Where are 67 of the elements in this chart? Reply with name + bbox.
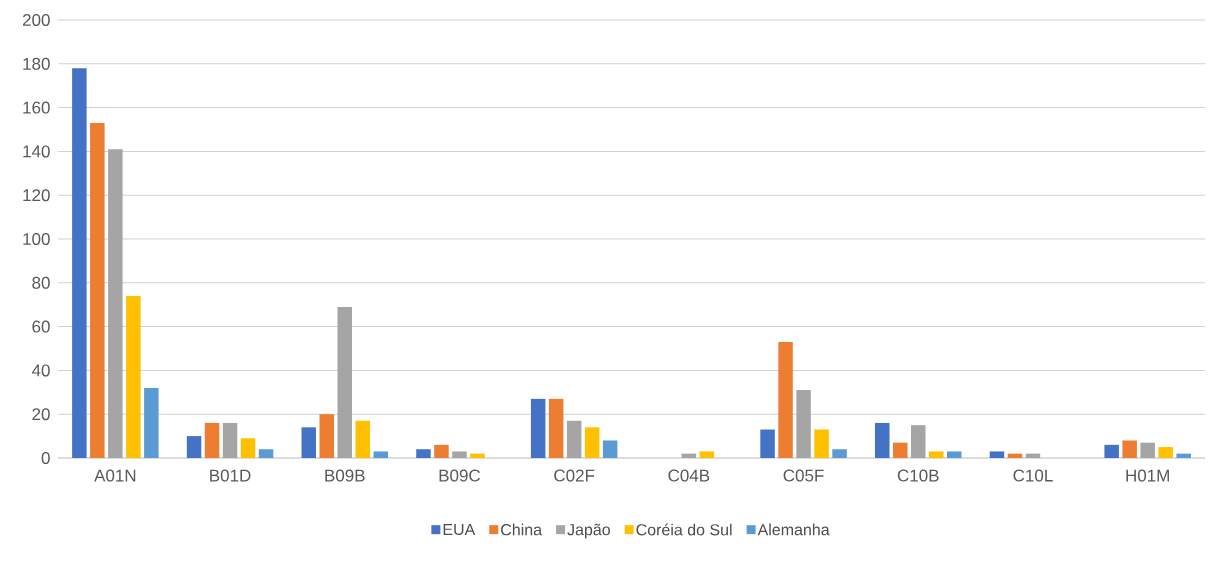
bar: [222, 422, 238, 458]
legend-label: EUA: [443, 523, 476, 536]
bar: [602, 440, 618, 458]
bar: [1104, 444, 1119, 458]
y-tick-label: 180: [23, 57, 50, 70]
bar: [1176, 453, 1191, 458]
bar: [1122, 440, 1137, 458]
bar: [566, 420, 582, 458]
x-tick-label: C02F: [554, 469, 595, 482]
bar: [814, 429, 829, 458]
bar: [893, 442, 908, 458]
bar: [186, 436, 202, 458]
legend-label: China: [501, 523, 543, 536]
bar: [470, 453, 485, 458]
x-tick-label: C04B: [668, 469, 710, 482]
bar: [832, 449, 847, 458]
bar: [947, 451, 962, 458]
legend-label: Japão: [567, 523, 610, 539]
bar: [258, 449, 274, 458]
x-tick-label: A01N: [94, 469, 136, 482]
bar: [530, 398, 546, 458]
y-tick-label: 140: [23, 145, 50, 158]
y-tick-label: 100: [23, 232, 50, 246]
bar: [796, 390, 811, 458]
y-tick-label: 20: [32, 408, 50, 421]
y-tick-label: 160: [23, 101, 50, 114]
bar: [929, 451, 944, 458]
bar: [875, 422, 890, 458]
bar: [373, 451, 389, 458]
bar: [548, 398, 564, 458]
y-tick-label: 60: [32, 320, 50, 333]
bar: [1158, 447, 1173, 458]
y-tick-label: 120: [23, 189, 50, 202]
bar: [90, 122, 105, 458]
legend-label: Alemanha: [757, 523, 830, 536]
bar: [301, 427, 317, 458]
bar: [144, 387, 159, 458]
bar: [1140, 442, 1155, 458]
bar: [778, 341, 793, 458]
bar: [434, 444, 449, 458]
bar: [204, 422, 220, 458]
x-tick-label: B09B: [325, 469, 365, 482]
x-tick-label: C10B: [897, 469, 939, 482]
legend-label: Coréia do Sul: [636, 523, 732, 536]
bar: [108, 149, 123, 458]
y-tick-label: 200: [22, 13, 50, 27]
bar: [319, 414, 335, 458]
x-tick-label: B01D: [210, 469, 251, 482]
x-tick-label: B09C: [439, 469, 481, 482]
y-tick-label: 40: [31, 364, 50, 377]
bar: [72, 68, 87, 458]
x-tick-label: C05F: [783, 469, 824, 482]
bar: [337, 306, 352, 458]
bar: [911, 425, 926, 458]
bar: [584, 427, 600, 458]
bar: [760, 429, 775, 458]
y-tick-label: 80: [32, 276, 50, 289]
x-tick-label: C10L: [1013, 469, 1053, 482]
bar: [989, 451, 1005, 458]
bar: [452, 451, 467, 458]
bar: [240, 438, 256, 458]
y-tick-label: 0: [41, 451, 50, 465]
bar: [416, 449, 431, 458]
bar: [699, 451, 715, 458]
bar: [126, 295, 141, 458]
x-tick-label: H01M: [1126, 469, 1169, 482]
bar: [355, 420, 370, 458]
